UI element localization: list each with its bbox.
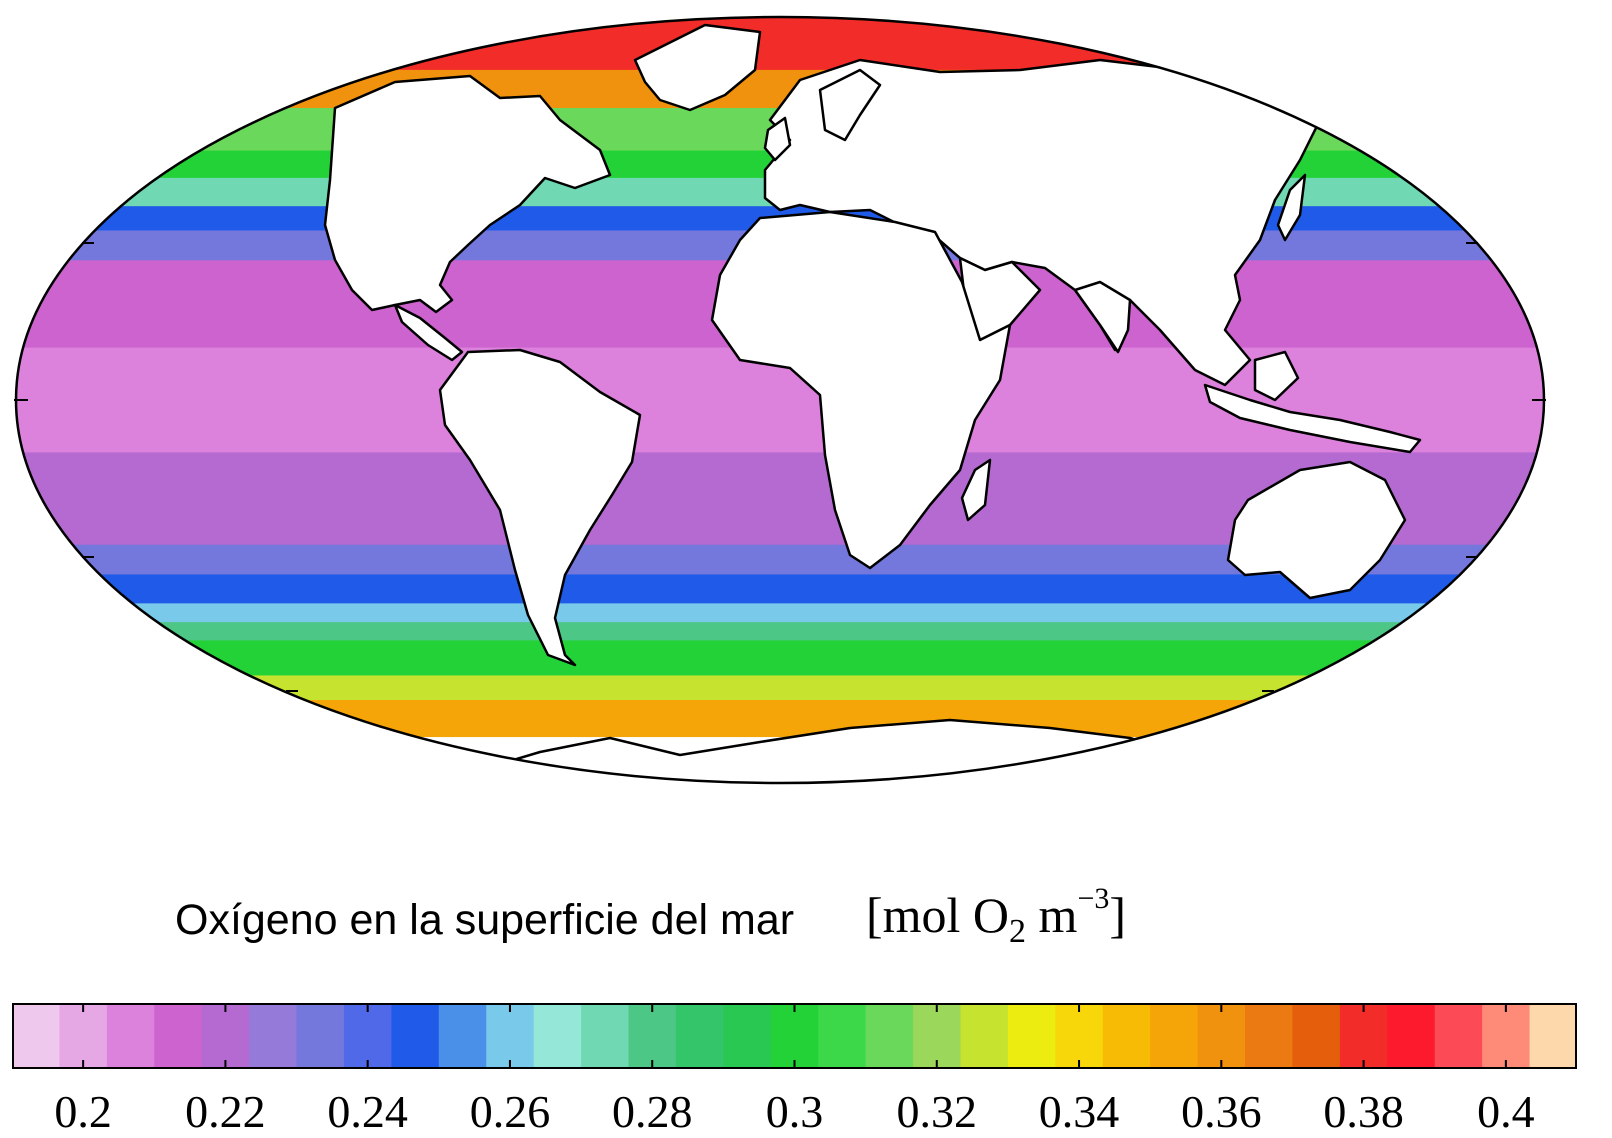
colorbar-swatch xyxy=(438,1003,487,1069)
colorbar-swatch xyxy=(1482,1003,1531,1069)
colorbar-swatch xyxy=(865,1003,914,1069)
south-america xyxy=(438,348,642,667)
colorbar-swatch xyxy=(913,1003,962,1069)
colorbar-swatch xyxy=(106,1003,155,1069)
australia xyxy=(1226,460,1407,600)
colorbar-swatch xyxy=(343,1003,392,1069)
colorbar-swatch xyxy=(1197,1003,1246,1069)
unit-superscript: −3 xyxy=(1077,882,1110,915)
colorbar-tick-label: 0.34 xyxy=(1038,1086,1120,1137)
colorbar-tick-label: 0.24 xyxy=(327,1086,408,1137)
colorbar-swatch xyxy=(675,1003,724,1069)
colorbar-swatch xyxy=(12,1003,61,1069)
colorbar-swatch xyxy=(628,1003,677,1069)
colorbar-swatch xyxy=(1387,1003,1436,1069)
british-isles xyxy=(763,116,792,162)
colorbar-swatch xyxy=(1150,1003,1199,1069)
colorbar-tick-label: 0.28 xyxy=(611,1086,693,1137)
oxygen-band-14 xyxy=(16,640,1544,677)
colorbar-tick-label: 0.3 xyxy=(765,1086,824,1137)
japan xyxy=(1276,173,1307,242)
colorbar-swatch xyxy=(533,1003,582,1069)
greenland xyxy=(633,23,762,112)
colorbar-swatch xyxy=(1339,1003,1388,1069)
colorbar-swatch xyxy=(1245,1003,1294,1069)
colorbar-tick-label: 0.32 xyxy=(896,1086,978,1137)
colorbar-swatch xyxy=(1529,1003,1577,1069)
unit-mid: m xyxy=(1026,887,1078,943)
unit-close: ] xyxy=(1109,887,1127,943)
new-zealand xyxy=(1493,586,1514,627)
maritime-southeast-asia xyxy=(1203,383,1422,454)
colorbar-swatch xyxy=(770,1003,819,1069)
colorbar-swatch xyxy=(960,1003,1009,1069)
colorbar xyxy=(12,1003,1577,1069)
colorbar-swatch xyxy=(818,1003,867,1069)
colorbar-tick-label: 0.22 xyxy=(185,1086,266,1137)
north-america xyxy=(323,74,612,314)
colorbar-swatch xyxy=(296,1003,345,1069)
scandinavia xyxy=(818,68,882,142)
unit-subscript: 2 xyxy=(1009,913,1027,950)
colorbar-swatch xyxy=(201,1003,250,1069)
oxygen-band-16 xyxy=(16,700,1544,739)
colorbar-tick-label: 0.4 xyxy=(1477,1086,1535,1137)
chart-title: Oxígeno en la superficie del mar xyxy=(175,896,795,944)
africa xyxy=(710,210,1012,570)
indian-subcontinent xyxy=(1073,280,1132,354)
colorbar-swatch xyxy=(486,1003,535,1069)
colorbar-tick-label: 0.36 xyxy=(1181,1086,1262,1137)
colorbar-swatch xyxy=(1434,1003,1483,1069)
colorbar-tick-label: 0.26 xyxy=(469,1086,551,1137)
colorbar-swatch xyxy=(1292,1003,1341,1069)
colorbar-tick-label: 0.2 xyxy=(54,1086,112,1137)
oxygen-band-11 xyxy=(16,574,1544,605)
madagascar xyxy=(960,458,992,522)
colorbar-swatch xyxy=(581,1003,630,1069)
oxygen-band-12 xyxy=(16,603,1544,624)
colorbar-tick-label: 0.38 xyxy=(1323,1086,1404,1137)
colorbar-swatch xyxy=(391,1003,440,1069)
central-america xyxy=(393,303,464,362)
borneo xyxy=(1253,350,1300,402)
colorbar-swatch xyxy=(1055,1003,1104,1069)
colorbar-swatch xyxy=(154,1003,203,1069)
unit-label: [mol O2 m−3] xyxy=(866,882,1127,950)
colorbar-swatch xyxy=(249,1003,298,1069)
colorbar-swatch xyxy=(59,1003,108,1069)
unit-open: [mol O xyxy=(866,887,1010,943)
oxygen-band-15 xyxy=(16,675,1544,702)
continents xyxy=(323,23,1514,783)
colorbar-swatch xyxy=(1007,1003,1056,1069)
latitude-ticks xyxy=(14,242,1546,692)
colorbar-swatch xyxy=(1102,1003,1151,1069)
oxygen-band-0 xyxy=(16,17,1544,71)
colorbar-swatch xyxy=(723,1003,772,1069)
oxygen-band-13 xyxy=(16,622,1544,642)
